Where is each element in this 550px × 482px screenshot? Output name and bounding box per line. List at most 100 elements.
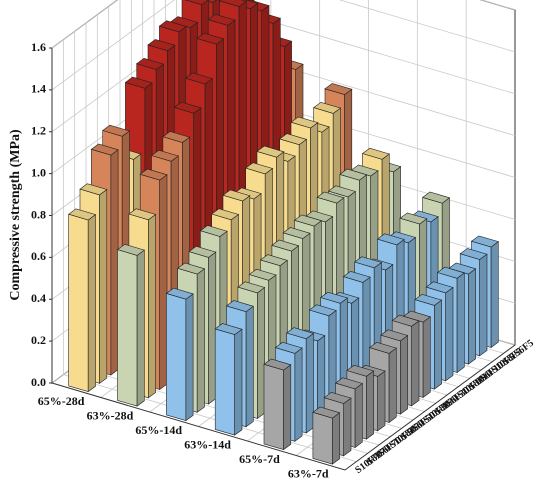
bar-top: [316, 191, 345, 204]
bar-top: [324, 83, 353, 95]
bar: [165, 287, 194, 422]
bar-top: [308, 304, 337, 317]
bar-top: [290, 116, 319, 129]
bar-top: [271, 239, 300, 252]
bar-side: [148, 213, 156, 399]
bar-top: [274, 341, 303, 354]
bar-top: [293, 214, 322, 227]
bar-side: [208, 251, 217, 405]
y-tick-label: 1.4: [31, 82, 46, 96]
bar-side: [245, 305, 254, 428]
bar-front: [214, 328, 235, 436]
bar-side: [110, 149, 119, 376]
bar-top: [470, 235, 499, 248]
bar-side: [159, 174, 168, 391]
bar-top: [136, 57, 165, 70]
bar-top: [279, 133, 308, 146]
bar-top: [184, 72, 213, 85]
bar-top: [380, 329, 409, 342]
bar-top: [162, 131, 191, 143]
bar-top: [147, 39, 176, 52]
bar-top: [391, 314, 420, 327]
bar-top: [256, 145, 285, 158]
bar-top: [320, 291, 349, 304]
bar-top: [459, 248, 488, 260]
bar-top: [282, 227, 311, 239]
bar-top: [422, 191, 451, 204]
y-tick-label: 0.2: [31, 333, 46, 347]
bar-side: [87, 214, 96, 393]
y-axis-label: Compressive strength (MPa): [8, 129, 23, 301]
bar-side: [400, 334, 408, 415]
bar-side: [99, 188, 108, 384]
bar-top: [327, 185, 356, 198]
row-label: 65%-28d: [38, 394, 85, 408]
bar-front: [312, 411, 333, 465]
bar-side: [434, 299, 442, 390]
bar-side: [305, 332, 314, 434]
bar-top: [342, 270, 371, 283]
bar-top: [361, 147, 390, 160]
bar-top: [248, 268, 277, 281]
bar-side: [354, 382, 363, 449]
bar: [68, 208, 97, 393]
bar-side: [422, 316, 431, 399]
bar: [263, 358, 292, 451]
bar-top: [102, 124, 131, 137]
bar-side: [456, 272, 465, 374]
bar-top: [334, 377, 363, 390]
bar-side: [196, 268, 205, 413]
bar: [214, 323, 243, 436]
bar-top: [158, 20, 187, 33]
row-label: 65%-7d: [239, 452, 280, 466]
bar-side: [294, 347, 303, 442]
bar-side: [283, 364, 292, 451]
bar-side: [479, 253, 488, 357]
bar-top: [436, 266, 465, 279]
bar-top: [207, 13, 236, 26]
bar-top: [214, 323, 243, 335]
bar-side: [388, 347, 397, 424]
bar-top: [116, 243, 145, 256]
y-tick-label: 1.0: [31, 165, 46, 179]
bar-top: [173, 101, 202, 114]
bar-front: [263, 363, 284, 450]
row-label: 63%-7d: [288, 467, 329, 481]
y-tick-label: 1.2: [31, 124, 46, 138]
bar-top: [222, 189, 251, 202]
bar-side: [445, 286, 454, 382]
bar-top: [124, 76, 153, 89]
bar-top: [184, 0, 209, 6]
bar-side: [366, 370, 374, 440]
bar-top: [259, 254, 288, 267]
bar-top: [68, 208, 97, 221]
bar-top: [165, 287, 194, 300]
bar-side: [257, 286, 265, 420]
bar-front: [166, 292, 187, 422]
bar: [312, 406, 341, 465]
y-tick-label: 0.0: [31, 375, 46, 389]
bar-top: [339, 168, 368, 181]
y-tick-label: 0.8: [31, 207, 46, 221]
bar-top: [313, 101, 342, 114]
y-tick-label: 0.4: [31, 291, 46, 305]
bar-top: [263, 358, 292, 371]
bar-top: [425, 281, 454, 294]
bar-top: [199, 225, 228, 237]
bar-side: [468, 268, 476, 365]
row-label: 63%-14d: [184, 438, 231, 452]
bar-side: [490, 241, 499, 349]
grid-line: [51, 0, 516, 49]
bar-top: [150, 149, 179, 162]
bar-top: [218, 0, 247, 7]
bar-top: [323, 391, 352, 404]
bar-top: [128, 208, 157, 221]
bar-top: [354, 256, 383, 269]
bar-top: [368, 341, 397, 354]
row-label: 63%-28d: [87, 409, 134, 423]
bar-side: [136, 249, 145, 407]
bar-top: [286, 327, 315, 340]
y-tick-label: 0.6: [31, 249, 46, 263]
bar-side: [377, 370, 386, 432]
